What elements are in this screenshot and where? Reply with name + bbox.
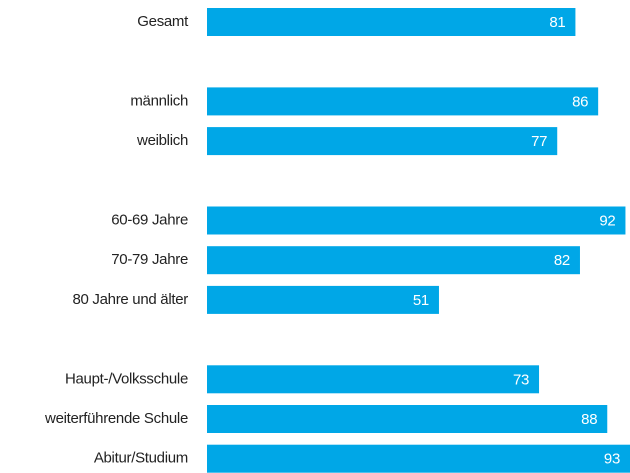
value-label: 77 [531,133,547,150]
value-label: 73 [513,371,529,388]
bar [207,127,558,156]
category-label: weiblich [136,132,188,149]
bar [207,206,626,235]
bar [207,405,608,433]
value-label: 93 [604,451,620,468]
value-label: 82 [554,252,570,269]
value-label: 88 [581,411,597,428]
value-label: 51 [413,292,429,309]
bar [207,8,576,36]
category-label: 70-79 Jahre [111,251,188,268]
category-label: Haupt-/Volksschule [65,370,188,387]
category-label: 80 Jahre und älter [72,291,188,308]
value-label: 86 [572,93,588,110]
bar [207,365,540,394]
category-label: männlich [130,92,188,109]
category-label: weiterführende Schule [44,410,188,427]
value-label: 92 [599,212,615,229]
category-label: Gesamt [137,13,189,30]
bar [207,246,580,275]
value-label: 81 [549,14,565,31]
category-label: 60-69 Jahre [111,211,188,228]
bar [207,87,599,116]
bar [207,444,630,473]
category-label: Abitur/Studium [94,450,188,467]
bar [207,285,439,314]
